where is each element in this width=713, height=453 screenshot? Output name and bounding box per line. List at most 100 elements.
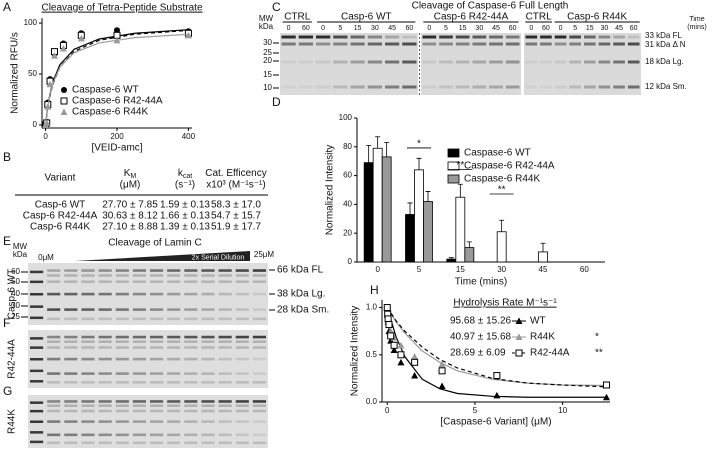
lane-label: 30 xyxy=(475,25,483,32)
chart-title: Cleavage of Tetra-Peptide Substrate xyxy=(41,3,202,14)
gel-band xyxy=(402,85,417,89)
lane-label: 60 xyxy=(630,25,638,32)
y-tick-label: 50 xyxy=(28,69,37,78)
gel-band xyxy=(316,35,331,39)
gel-band xyxy=(115,346,129,349)
gel-band xyxy=(540,60,552,64)
gel-band xyxy=(115,308,129,311)
ladder-band xyxy=(30,409,44,413)
mw-label: MW xyxy=(13,242,28,251)
gel-band xyxy=(235,400,249,403)
gel-band xyxy=(184,340,198,343)
gel-band xyxy=(422,35,437,39)
ladder-band xyxy=(30,358,44,361)
gel-band xyxy=(218,292,232,296)
gel-band xyxy=(184,274,198,277)
gel-band xyxy=(472,85,487,89)
legend-marker xyxy=(515,349,523,357)
gel-band xyxy=(505,35,520,39)
gel-band xyxy=(98,381,112,384)
gel-band xyxy=(81,274,95,277)
data-point xyxy=(390,341,398,349)
gel-band xyxy=(47,381,61,384)
data-point xyxy=(602,393,610,401)
gel-band xyxy=(252,292,266,296)
gel-band xyxy=(132,274,146,277)
mw-marker: 25 xyxy=(11,312,20,321)
gel-band xyxy=(64,420,78,423)
gel-band xyxy=(115,335,129,339)
gel-band xyxy=(64,441,78,445)
gel-band xyxy=(252,274,266,277)
gel-band xyxy=(218,340,232,343)
gel-band xyxy=(402,60,417,64)
ladder-band xyxy=(30,293,44,296)
mw-label: kDa xyxy=(13,250,28,259)
gel-band xyxy=(252,317,266,321)
bar xyxy=(414,169,424,263)
ladder-band xyxy=(30,431,44,434)
gel-band xyxy=(115,280,129,283)
gel-band xyxy=(132,280,146,283)
gel-band xyxy=(298,60,313,64)
gel-band xyxy=(252,433,266,437)
gel-band xyxy=(235,420,249,423)
legend-label: Caspase-6 WT xyxy=(464,148,531,159)
gel-band xyxy=(584,85,596,89)
gel-band xyxy=(218,346,232,349)
gel-band xyxy=(554,85,567,89)
table-cell: Casp-6 WT xyxy=(35,200,86,211)
gel-band xyxy=(218,400,232,403)
x-tick-label: 45 xyxy=(539,265,548,274)
lane-label: 30 xyxy=(371,25,379,32)
x-tick-label: 0 xyxy=(385,406,390,415)
gel-band xyxy=(81,357,95,361)
data-point xyxy=(46,80,54,88)
gel-band xyxy=(584,60,596,64)
gel-band xyxy=(47,308,61,311)
gel-band xyxy=(525,60,538,64)
significance: ** xyxy=(595,348,603,359)
gel-band xyxy=(540,85,552,89)
gel-image xyxy=(421,33,521,95)
gel-band xyxy=(64,274,78,277)
gel-band xyxy=(505,42,520,46)
gel-band xyxy=(81,409,95,413)
error-bar xyxy=(466,241,472,248)
gel-image xyxy=(28,395,268,448)
conc-end: 25μM xyxy=(254,250,275,259)
gel-band xyxy=(132,357,146,361)
band-label: 18 kDa Lg. xyxy=(645,57,684,66)
gel-band xyxy=(201,381,215,384)
gel-band xyxy=(81,269,95,272)
gel-band xyxy=(81,280,95,283)
gel-band xyxy=(598,85,611,89)
gel-band xyxy=(150,400,164,403)
x-tick-label: 0 xyxy=(43,132,48,141)
data-point xyxy=(114,27,120,34)
table-header: kcat xyxy=(178,168,192,180)
gel-band xyxy=(252,280,266,283)
gel-band xyxy=(132,269,146,272)
bar xyxy=(381,156,392,263)
gel-band xyxy=(184,433,198,437)
gel-band xyxy=(47,400,61,403)
legend-label: Caspase-6 R44K xyxy=(72,107,148,118)
error-bar xyxy=(457,183,463,198)
bar xyxy=(538,251,548,263)
x-tick-label: 30 xyxy=(497,265,506,274)
gel-band xyxy=(584,35,596,39)
mw-marker: 20 xyxy=(263,56,272,65)
gel-band xyxy=(167,308,181,311)
gel-band xyxy=(150,381,164,384)
gel-band xyxy=(252,420,266,423)
gel-band xyxy=(218,420,232,423)
band-label: 28 kDa Sm. xyxy=(277,305,329,316)
ladder-band xyxy=(30,346,44,349)
gel-band xyxy=(505,60,520,64)
legend-label: Caspase-6 WT xyxy=(72,85,139,96)
table-cell: 54.7 ± 15.7 xyxy=(211,211,261,222)
gel-band xyxy=(252,357,266,361)
y-tick-label: 80 xyxy=(343,142,352,151)
gel-band xyxy=(81,292,95,296)
